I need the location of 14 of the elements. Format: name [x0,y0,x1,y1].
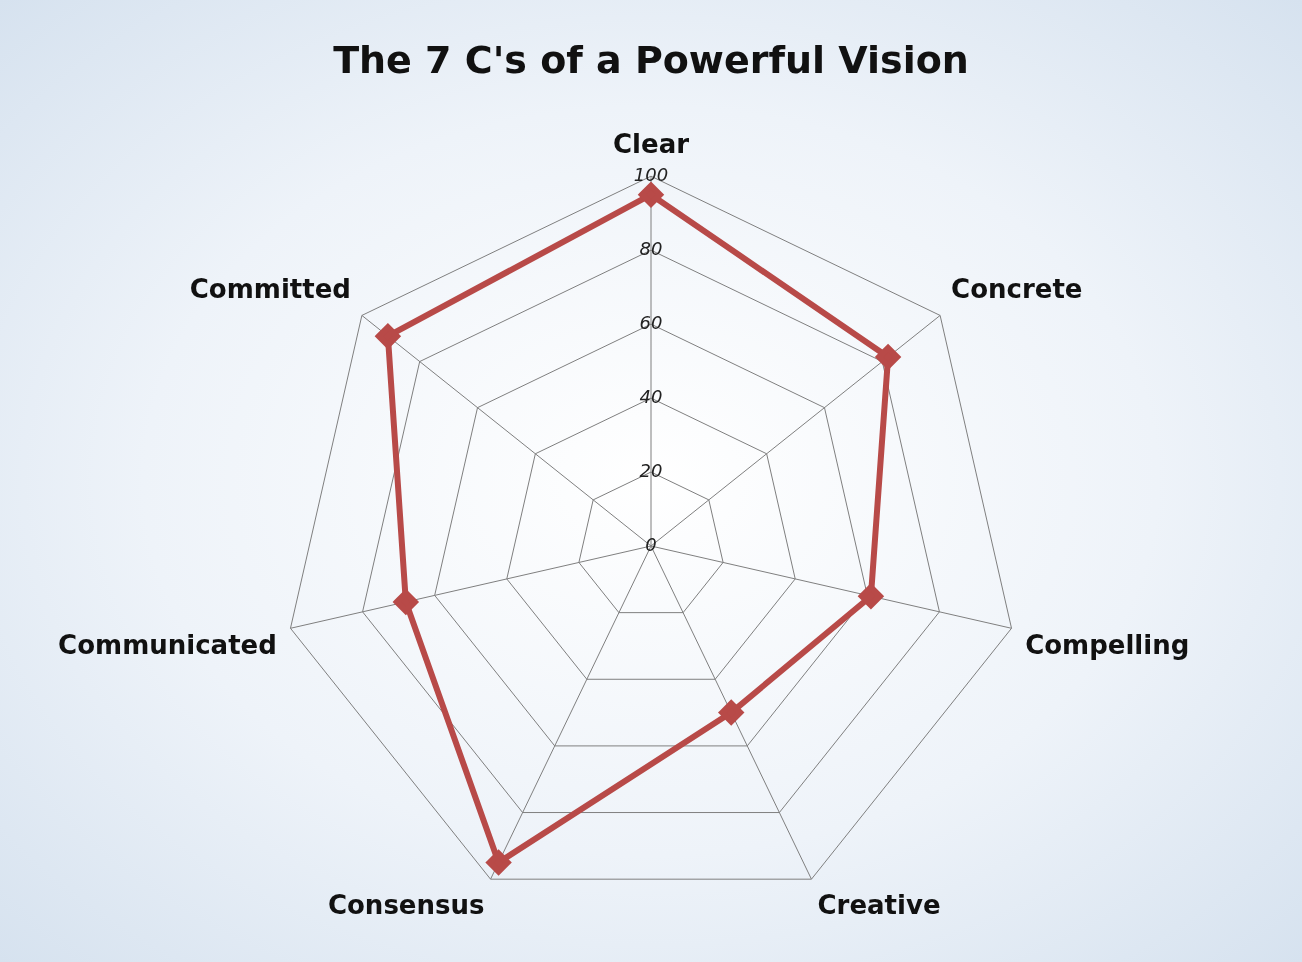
y-tick-label: 80 [639,237,663,259]
y-tick-label: 0 [645,533,657,555]
y-tick-label: 100 [633,163,669,185]
spoke-label: Committed [189,273,351,304]
spoke-label: Compelling [1025,629,1190,660]
spoke-label: Consensus [327,890,485,921]
y-tick-label: 40 [639,385,663,407]
spoke-label: Creative [817,890,941,921]
y-tick-label: 60 [639,311,663,333]
y-tick-label: 20 [639,459,663,481]
chart-title: The 7 C's of a Powerful Vision [332,38,970,82]
spoke-label: Communicated [58,629,277,660]
spoke-label: Concrete [951,273,1083,304]
spoke-label: Clear [613,129,690,160]
